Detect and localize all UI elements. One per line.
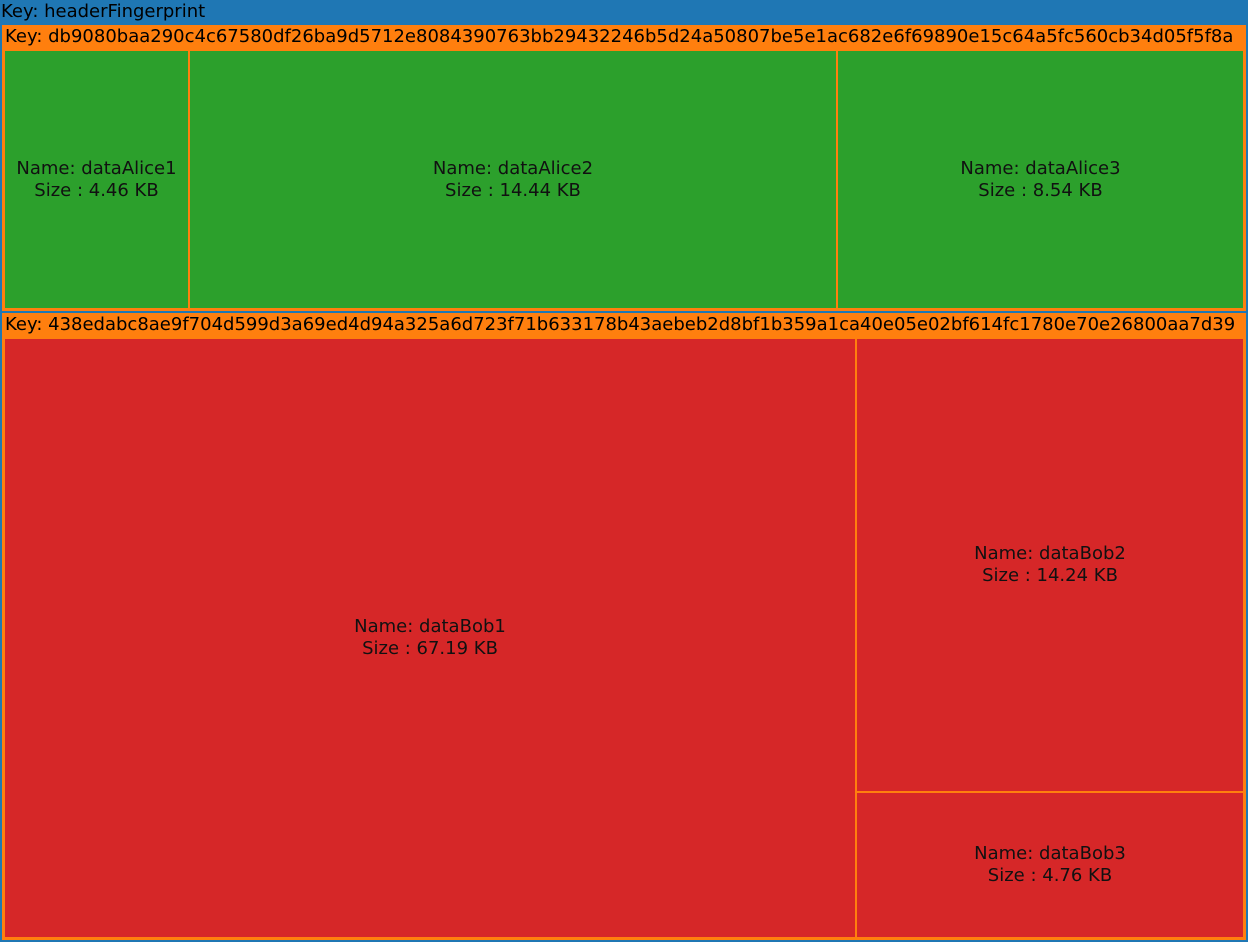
treemap-leaf-dataalice1[interactable]: Name: dataAlice1 Size : 4.46 KB (3, 49, 190, 310)
group-key-label: Key: 438edabc8ae9f704d599d3a69ed4d94a325… (5, 314, 1236, 335)
leaf-name: Name: dataBob3 (974, 843, 1126, 864)
leaf-size: Size : 4.46 KB (34, 179, 159, 201)
leaf-size: Size : 8.54 KB (978, 179, 1103, 201)
leaf-name: Name: dataBob2 (974, 543, 1126, 564)
treemap-leaf-dataalice3[interactable]: Name: dataAlice3 Size : 8.54 KB (836, 49, 1245, 310)
treemap-group-bob[interactable]: Key: 438edabc8ae9f704d599d3a69ed4d94a325… (2, 313, 1246, 940)
leaf-name: Name: dataAlice3 (960, 157, 1121, 179)
treemap-leaf-databob3[interactable]: Name: dataBob3 Size : 4.76 KB (855, 791, 1245, 939)
treemap-leaf-dataalice2[interactable]: Name: dataAlice2 Size : 14.44 KB (188, 49, 838, 310)
leaf-size: Size : 14.44 KB (445, 179, 581, 201)
group-key-label: Key: db9080baa290c4c67580df26ba9d5712e80… (5, 26, 1234, 47)
root-key-label: Key: headerFingerprint (1, 1, 206, 22)
leaf-name: Name: dataAlice2 (432, 157, 594, 179)
treemap-leaf-databob2[interactable]: Name: dataBob2 Size : 14.24 KB (855, 337, 1245, 793)
leaf-name: Name: dataBob1 (354, 616, 506, 637)
leaf-size: Size : 4.76 KB (987, 865, 1113, 886)
leaf-size: Size : 14.24 KB (982, 565, 1118, 586)
leaf-name: Name: dataAlice1 (16, 157, 177, 179)
treemap-group-alice[interactable]: Key: db9080baa290c4c67580df26ba9d5712e80… (2, 25, 1246, 311)
leaf-size: Size : 67.19 KB (362, 638, 498, 659)
treemap-leaf-databob1[interactable]: Name: dataBob1 Size : 67.19 KB (3, 337, 857, 939)
